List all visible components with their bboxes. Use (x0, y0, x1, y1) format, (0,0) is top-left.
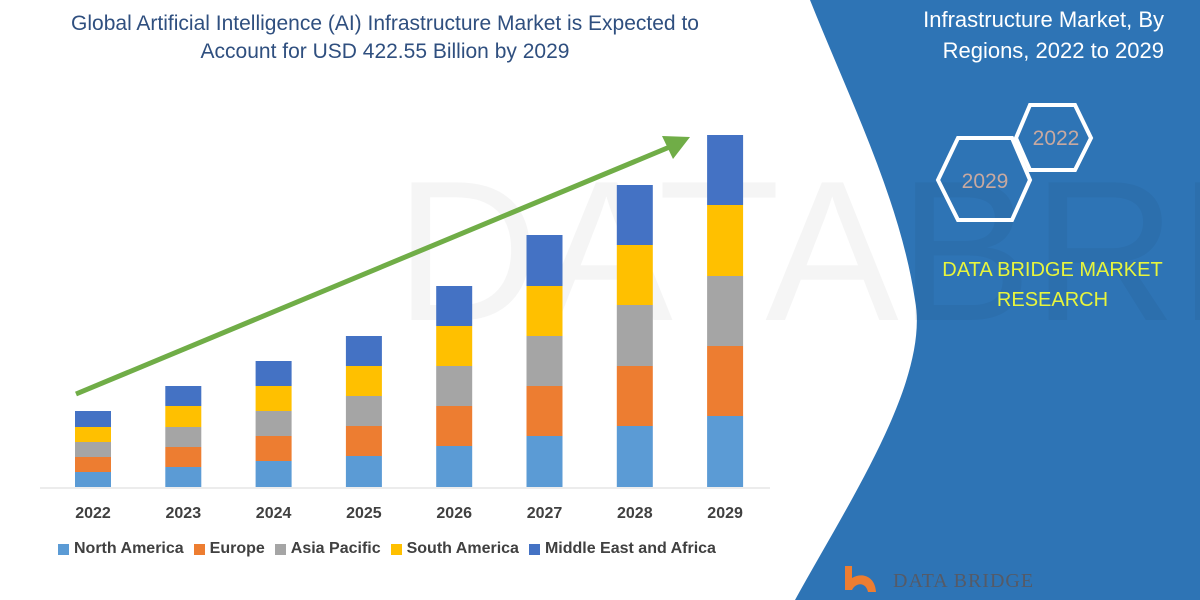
x-tick-label: 2025 (346, 505, 382, 522)
logo-text: DATA BRIDGE (893, 570, 1035, 592)
bar-segment-europe-2023 (165, 447, 202, 467)
x-tick-label: 2029 (707, 505, 743, 522)
bar-segment-north-america-2022 (75, 472, 111, 487)
legend-item: Middle East and Africa (528, 540, 716, 558)
legend-swatch (528, 543, 540, 555)
bar-segment-europe-2026 (436, 406, 473, 446)
bar-segment-south-america-2022 (75, 427, 111, 442)
bar-segment-asia-pacific-2029 (707, 276, 744, 346)
bar-segment-south-america-2029 (707, 205, 744, 276)
bar-segment-middle-east-and-africa-2027 (526, 235, 563, 286)
bar-segment-south-america-2028 (616, 245, 653, 305)
bar-segment-middle-east-and-africa-2028 (616, 185, 653, 245)
bar-segment-north-america-2029 (707, 416, 744, 487)
bar-segment-europe-2024 (255, 436, 292, 461)
legend-label: Asia Pacific (290, 540, 381, 557)
bar-segment-middle-east-and-africa-2022 (75, 411, 111, 427)
bar-segment-middle-east-and-africa-2025 (345, 336, 382, 366)
side-panel-title: Infrastructure Market, By Regions, 2022 … (923, 4, 1164, 66)
bar-segment-middle-east-and-africa-2024 (255, 361, 292, 386)
legend-swatch (193, 543, 205, 555)
x-tick-label: 2028 (617, 505, 653, 522)
bar-segment-asia-pacific-2022 (75, 442, 111, 457)
bar-segment-north-america-2023 (165, 467, 202, 487)
brand-line: DATA BRIDGE MARKET (942, 259, 1163, 281)
legend-item: North America (58, 540, 184, 558)
stacked-bar-chart: 2022 2023 2024 2025 2026 2027 2028 2029 (40, 135, 770, 522)
hexagon-2029 (935, 136, 1033, 222)
bar-segment-asia-pacific-2026 (436, 366, 473, 406)
bar-segment-south-america-2027 (526, 286, 563, 336)
bar-segment-south-america-2023 (165, 406, 202, 427)
brand-line: RESEARCH (996, 289, 1109, 311)
bar-segment-south-america-2026 (436, 326, 473, 366)
legend-item: Europe (193, 540, 265, 558)
bar-segment-asia-pacific-2027 (526, 336, 563, 386)
legend-swatch (58, 543, 69, 555)
bar-segment-north-america-2026 (436, 446, 473, 487)
legend-swatch (274, 543, 286, 555)
legend: North America Europe Asia Pacific South Ame… (58, 540, 716, 558)
legend-swatch (390, 543, 402, 555)
x-tick-label: 2027 (527, 505, 563, 522)
side-title-line: Regions, 2022 to 2029 (942, 38, 1164, 63)
side-panel (795, 0, 1200, 600)
bar-segment-europe-2027 (526, 386, 563, 436)
x-tick-label: 2022 (75, 505, 111, 522)
legend-label: Europe (209, 540, 265, 557)
bar-segment-north-america-2027 (526, 436, 563, 487)
x-tick-label: 2024 (256, 505, 292, 522)
bar-segment-europe-2029 (707, 346, 744, 416)
bar-segment-middle-east-and-africa-2026 (436, 286, 473, 326)
hexagon-2022 (1013, 103, 1094, 172)
bar-segment-europe-2028 (616, 366, 653, 426)
bar-segment-asia-pacific-2025 (345, 396, 382, 426)
hex-label-2029: 2029 (962, 170, 1009, 193)
bar-segment-north-america-2025 (345, 456, 382, 487)
legend-label: Middle East and Africa (544, 540, 716, 557)
bar-segment-south-america-2024 (255, 386, 292, 411)
bar-segment-south-america-2025 (345, 366, 382, 396)
bar-segment-north-america-2028 (616, 426, 653, 487)
bar-segment-north-america-2024 (255, 461, 292, 487)
bar-segment-middle-east-and-africa-2029 (707, 135, 744, 205)
legend-item: Asia Pacific (274, 540, 381, 558)
legend-label: South America (406, 540, 519, 557)
bar-segment-middle-east-and-africa-2023 (165, 386, 202, 406)
bar-segment-europe-2022 (75, 457, 111, 472)
brand-name: DATA BRIDGE MARKET RESEARCH (915, 255, 1190, 315)
x-tick-label: 2026 (436, 505, 472, 522)
bar-segment-europe-2025 (345, 426, 382, 456)
chart-title: Global Artificial Intelligence (AI) Infr… (71, 12, 699, 63)
legend-label: North America (74, 540, 184, 557)
hex-label-2022: 2022 (1033, 127, 1080, 150)
bar-segment-asia-pacific-2023 (165, 427, 202, 447)
bar-segment-asia-pacific-2024 (255, 411, 292, 436)
legend-item: South America (390, 540, 519, 558)
side-title-line: Infrastructure Market, By (923, 7, 1164, 32)
trend-arrow (75, 136, 690, 397)
bar-segment-asia-pacific-2028 (616, 305, 653, 366)
logo-icon (845, 566, 876, 592)
x-tick-label: 2023 (166, 505, 202, 522)
